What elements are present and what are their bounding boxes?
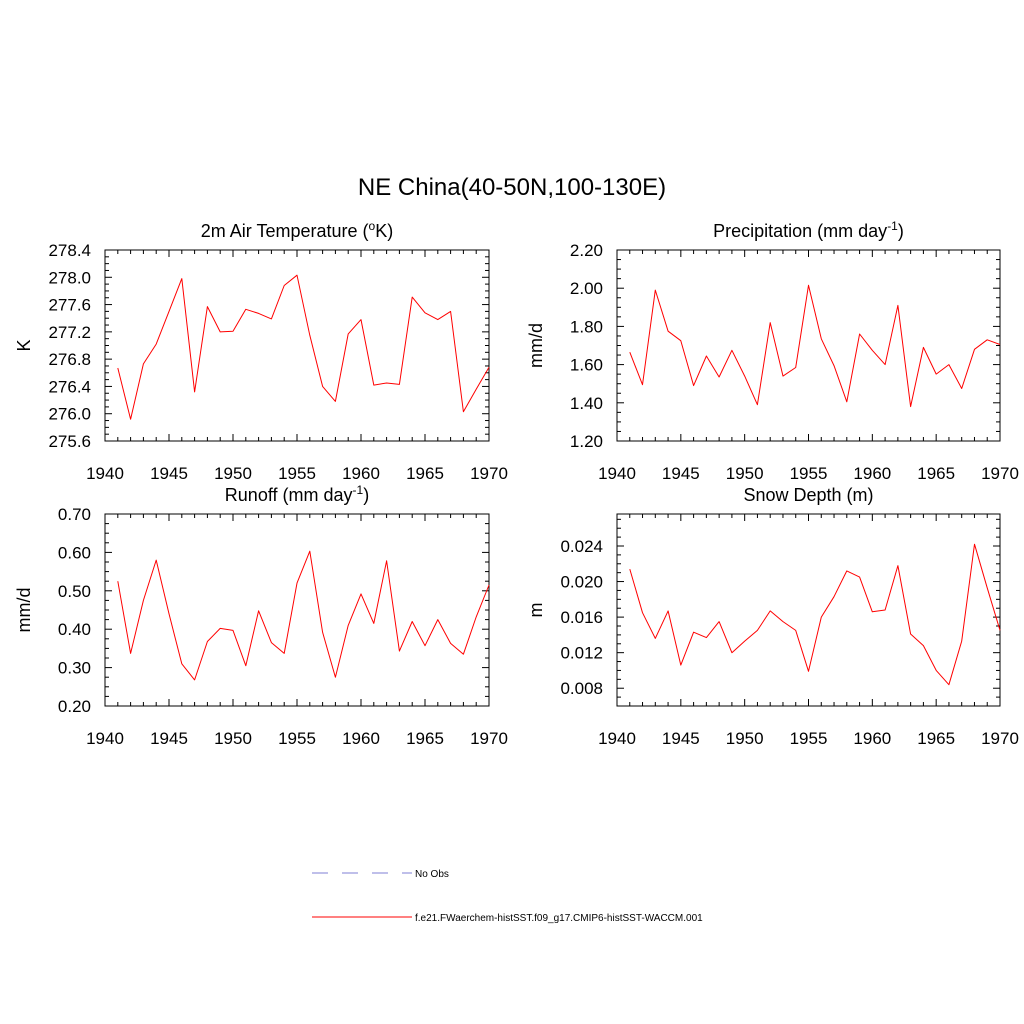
y-tick-label: 1.80 [570, 317, 603, 336]
y-tick-label: 0.40 [58, 620, 91, 639]
x-tick-label: 1970 [470, 729, 508, 748]
x-tick-label: 1945 [662, 464, 700, 483]
plot-frame [616, 249, 1001, 442]
y-tick-label: 278.0 [48, 268, 91, 287]
legend-label-model: f.e21.FWaerchem-histSST.f09_g17.CMIP6-hi… [415, 913, 703, 924]
y-axis-label: K [14, 339, 34, 351]
y-axis-label: m [526, 603, 546, 618]
x-tick-label: 1950 [214, 464, 252, 483]
y-tick-label: 1.20 [570, 432, 603, 451]
x-tick-label: 1950 [214, 729, 252, 748]
y-tick-label: 278.4 [48, 241, 91, 260]
chart-panel: Runoff (mm day-1) mm/d 1940 1945 1950 1955 196… [14, 483, 508, 748]
legend-label-no-obs: No Obs [415, 869, 449, 880]
y-tick-label: 277.6 [48, 296, 91, 315]
series-line [629, 543, 1001, 686]
y-tick-label: 276.0 [48, 405, 91, 424]
y-tick-label: 0.20 [58, 697, 91, 716]
figure-title: NE China(40-50N,100-130E) [358, 174, 666, 201]
y-tick-label: 275.6 [48, 432, 91, 451]
chart-title: Snow Depth (m) [743, 485, 873, 505]
x-tick-label: 1950 [726, 729, 764, 748]
x-tick-label: 1970 [470, 464, 508, 483]
chart-title: 2m Air Temperature (oK) [201, 219, 393, 241]
y-tick-label: 2.00 [570, 279, 603, 298]
y-tick-label: 276.4 [48, 377, 91, 396]
x-tick-label: 1955 [790, 729, 828, 748]
y-tick-label: 0.008 [560, 679, 603, 698]
plot-frame [104, 249, 490, 442]
x-tick-label: 1970 [981, 729, 1019, 748]
y-tick-label: 0.012 [560, 644, 603, 663]
x-tick-label: 1960 [342, 729, 380, 748]
y-tick-label: 0.70 [58, 505, 91, 524]
chart-title: Runoff (mm day-1) [225, 483, 369, 505]
y-tick-label: 276.8 [48, 350, 91, 369]
chart-title: Precipitation (mm day-1) [713, 219, 904, 241]
chart-panel: Snow Depth (m) m 1940 1945 1950 1955 1960 1965 1… [526, 485, 1019, 748]
y-tick-label: 0.016 [560, 608, 603, 627]
x-tick-label: 1945 [150, 729, 188, 748]
chart-panel: Precipitation (mm day-1) mm/d 1940 1945 1950… [526, 219, 1019, 483]
legend: No Obs f.e21.FWaerchem-histSST.f09_g17.C… [312, 869, 703, 924]
x-tick-label: 1945 [662, 729, 700, 748]
x-tick-label: 1960 [853, 729, 891, 748]
y-tick-label: 0.50 [58, 582, 91, 601]
y-tick-label: 1.40 [570, 394, 603, 413]
x-tick-label: 1940 [86, 464, 124, 483]
x-tick-label: 1955 [790, 464, 828, 483]
x-tick-label: 1965 [917, 464, 955, 483]
x-tick-label: 1950 [726, 464, 764, 483]
x-tick-label: 1940 [598, 464, 636, 483]
y-tick-label: 0.024 [560, 537, 603, 556]
x-tick-label: 1940 [598, 729, 636, 748]
series-line [629, 284, 1001, 408]
y-tick-label: 277.2 [48, 323, 91, 342]
y-tick-label: 0.60 [58, 543, 91, 562]
x-tick-label: 1960 [853, 464, 891, 483]
y-tick-label: 1.60 [570, 356, 603, 375]
plot-frame [104, 513, 490, 707]
y-axis-label: mm/d [526, 323, 546, 368]
y-tick-label: 2.20 [570, 241, 603, 260]
x-tick-label: 1965 [406, 729, 444, 748]
x-tick-label: 1945 [150, 464, 188, 483]
x-tick-label: 1965 [406, 464, 444, 483]
x-tick-label: 1955 [278, 464, 316, 483]
x-tick-label: 1970 [981, 464, 1019, 483]
chart-panel: 2m Air Temperature (oK) K 1940 1945 1950 1955… [14, 219, 508, 483]
chart-panels: 2m Air Temperature (oK) K 1940 1945 1950 1955… [14, 219, 1019, 748]
x-tick-label: 1955 [278, 729, 316, 748]
y-axis-label: mm/d [14, 588, 34, 633]
series-line [117, 274, 490, 420]
x-tick-label: 1960 [342, 464, 380, 483]
y-tick-label: 0.30 [58, 659, 91, 678]
x-tick-label: 1940 [86, 729, 124, 748]
x-tick-label: 1965 [917, 729, 955, 748]
y-tick-label: 0.020 [560, 573, 603, 592]
series-line [117, 550, 490, 681]
